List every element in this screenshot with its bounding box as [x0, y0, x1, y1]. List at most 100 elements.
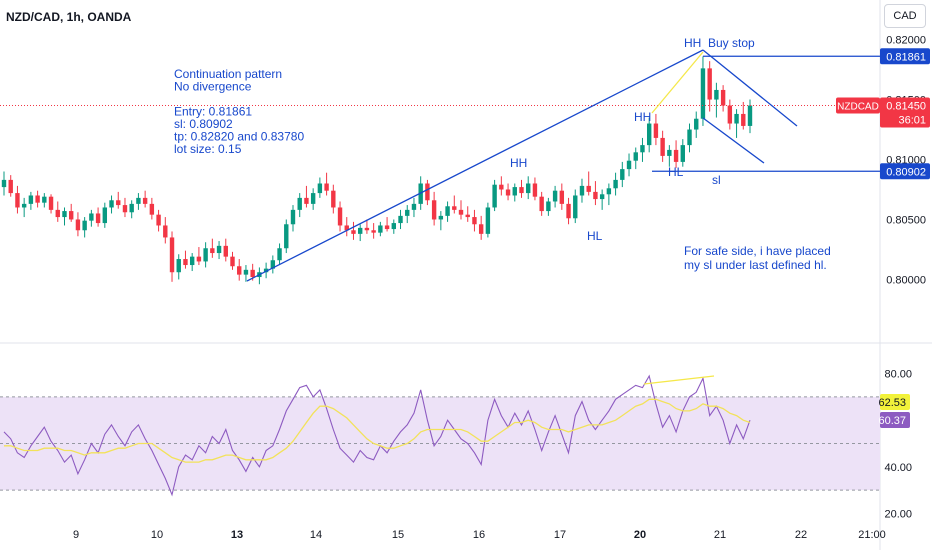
candle-body: [210, 248, 215, 254]
candle-body: [734, 113, 739, 124]
rsi-badge: [880, 412, 910, 428]
rsi-line: [3, 374, 751, 497]
candle-body: [458, 209, 464, 215]
rsi-badge: [880, 394, 910, 410]
currency-button[interactable]: CAD: [884, 4, 926, 28]
candle-body: [438, 215, 444, 220]
candle-body: [317, 183, 323, 194]
hl-label: HL: [587, 229, 603, 243]
candle-body: [391, 223, 397, 230]
candle-body: [694, 118, 699, 130]
candle-body: [741, 113, 746, 126]
candle-body: [237, 266, 242, 275]
level-badge: [880, 48, 930, 65]
current-price-text: 0.81450: [886, 101, 926, 113]
candle-body: [284, 224, 289, 249]
candle-body: [747, 105, 753, 126]
rsi-badge-text: 60.37: [878, 415, 906, 427]
hh-label: HH: [510, 156, 527, 170]
note-left-line: tp: 0.82820 and 0.83780: [174, 130, 304, 144]
time-tick-label: 13: [231, 529, 243, 541]
candles: [1, 56, 753, 285]
candle-body: [552, 190, 558, 202]
time-tick-label: 16: [473, 529, 485, 541]
candle-body: [546, 201, 551, 212]
chart-title: NZD/CAD, 1h, OANDA: [6, 10, 132, 24]
candle-body: [270, 260, 276, 269]
candle-body: [700, 68, 706, 119]
candle-body: [660, 137, 665, 156]
note-left-line: lot size: 0.15: [174, 142, 242, 156]
candle-body: [331, 190, 336, 208]
candle-body: [646, 123, 652, 146]
candle-body: [102, 207, 108, 224]
candle-body: [465, 214, 470, 218]
candle-body: [411, 203, 417, 210]
rsi-pane: [0, 374, 880, 497]
hh-label: HH: [684, 36, 701, 50]
level-badge: [880, 163, 930, 180]
candle-body: [633, 152, 638, 161]
candle-body: [445, 206, 450, 216]
note-right-line: For safe side, i have placed: [684, 244, 831, 258]
candle-body: [398, 215, 403, 224]
candle-body: [606, 188, 612, 195]
candle-body: [384, 225, 390, 230]
time-tick-label: 21: [714, 529, 726, 541]
candle-body: [196, 256, 202, 262]
candle-body: [69, 211, 74, 220]
candle-body: [176, 259, 181, 273]
candle-body: [512, 187, 517, 196]
candle-body: [559, 190, 565, 204]
candle-body: [183, 259, 188, 266]
candle-body: [364, 227, 370, 231]
candle-body: [136, 197, 141, 204]
rsi-ma-line: [4, 398, 751, 463]
candle-body: [62, 211, 67, 218]
candle-body: [55, 209, 60, 218]
candle-body: [680, 145, 685, 162]
candle-body: [405, 209, 410, 216]
candle-body: [687, 129, 692, 146]
candle-body: [230, 256, 235, 267]
candle-body: [15, 193, 20, 208]
candle-body: [626, 160, 632, 170]
candle-body: [48, 196, 54, 210]
candle-body: [28, 195, 34, 204]
level-badge-text: 0.81861: [886, 51, 926, 63]
buy-stop-label: Buy stop: [708, 36, 755, 50]
candle-body: [586, 185, 591, 192]
candle-body: [156, 214, 161, 226]
note-right-line: my sl under last defined hl.: [684, 258, 827, 272]
candle-body: [344, 225, 349, 231]
note-left-line: No divergence: [174, 80, 252, 94]
channel-upper: [702, 49, 798, 127]
time-tick-label: 22: [795, 529, 807, 541]
price-tick-label: 0.80500: [886, 214, 926, 226]
note-left-line: sl: 0.80902: [174, 117, 233, 131]
rsi-divergence-line: [643, 375, 715, 385]
candle-body: [337, 207, 343, 226]
rsi-tick-label: 80.00: [884, 369, 912, 381]
candle-body: [357, 227, 363, 234]
candle-body: [532, 183, 538, 197]
price-tick-label: 0.80000: [886, 274, 926, 286]
candle-body: [539, 196, 544, 212]
candle-body: [478, 224, 484, 234]
candle-body: [250, 269, 255, 278]
candle-body: [425, 183, 430, 201]
candle-body: [727, 105, 733, 124]
candle-body: [378, 225, 383, 233]
candle-body: [297, 197, 302, 210]
candle-body: [720, 89, 726, 106]
countdown-text: 36:01: [898, 115, 926, 127]
time-tick-label: 20: [634, 529, 646, 541]
candle-body: [492, 184, 497, 208]
candle-body: [452, 206, 457, 210]
level-badge-text: 0.80902: [886, 166, 926, 178]
candle-body: [1, 179, 7, 188]
candle-body: [673, 149, 679, 162]
candle-body: [599, 194, 605, 200]
candle-body: [95, 213, 101, 224]
